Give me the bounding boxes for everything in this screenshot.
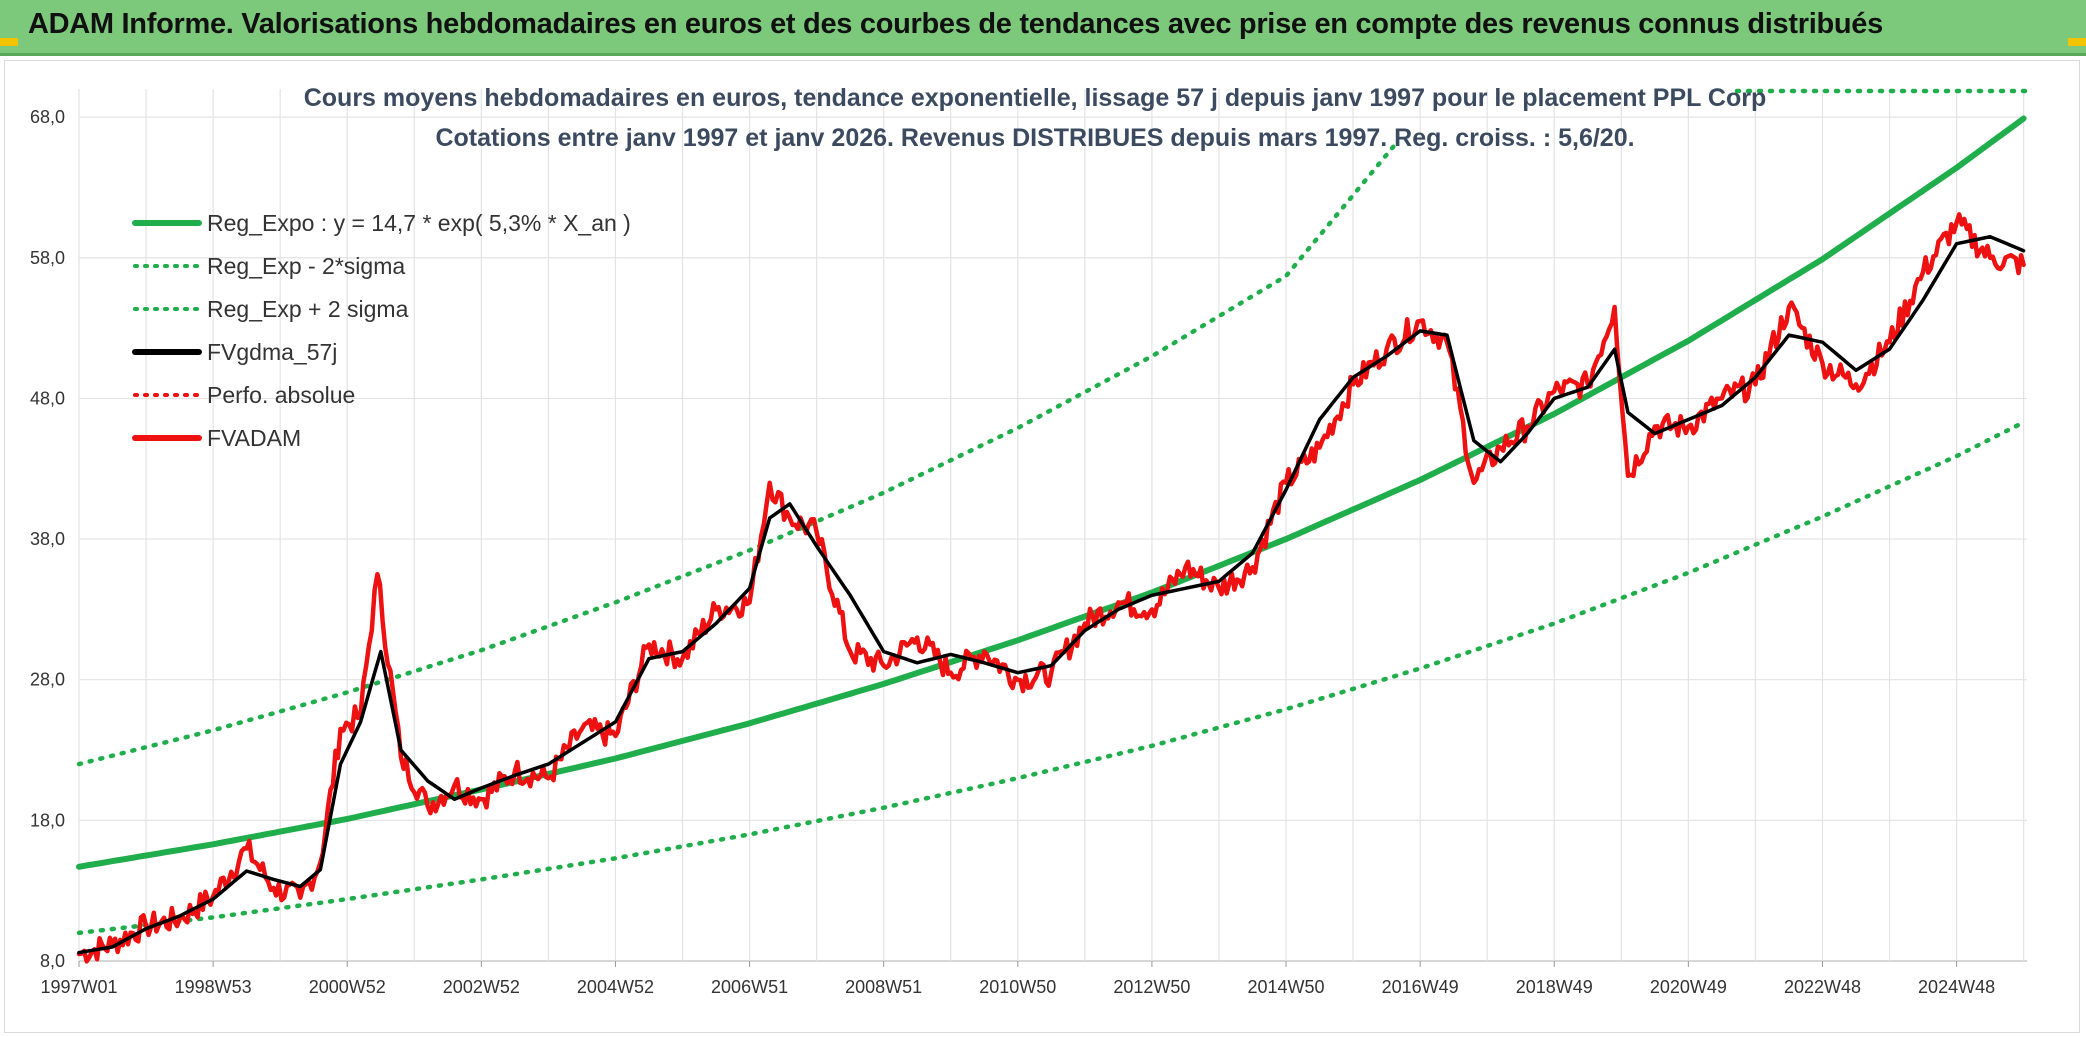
x-tick-label: 2008W51: [845, 977, 922, 997]
y-tick-label: 48,0: [30, 388, 65, 408]
legend-label: Reg_Exp - 2*sigma: [207, 253, 405, 279]
x-tick-label: 2016W49: [1382, 977, 1459, 997]
chart-subtitle: Cotations entre janv 1997 et janv 2026. …: [435, 124, 1634, 152]
series-line-3: [76, 144, 1396, 767]
y-tick-label: 18,0: [30, 810, 65, 830]
x-tick-label: 2020W49: [1650, 977, 1727, 997]
x-tick-label: 1998W53: [175, 977, 252, 997]
x-tick-label: 2004W52: [577, 977, 654, 997]
legend-label: Reg_Expo : y = 14,7 * exp( 5,3% * X_an ): [207, 210, 631, 236]
legend-label: Reg_Exp + 2 sigma: [207, 296, 409, 322]
chart-title: Cours moyens hebdomadaires en euros, ten…: [304, 84, 1767, 112]
legend-label: FVgdma_57j: [207, 339, 337, 365]
grid-layer: [78, 89, 2027, 962]
banner: ADAM Informe. Valorisations hebdomadaire…: [0, 0, 2086, 56]
series-line-4: [77, 234, 2026, 955]
legend-label: Perfo. absolue: [207, 382, 355, 408]
x-tick-label: 2002W52: [443, 977, 520, 997]
x-tick-label: 2000W52: [309, 977, 386, 997]
x-tick-label: 2012W50: [1113, 977, 1190, 997]
y-tick-label: 58,0: [30, 248, 65, 268]
chart-frame: 8,0 18,0 28,0 38,0 48,0 58,0 68,0 1997W01 1998W5…: [4, 60, 2080, 1033]
x-tick-label: 1997W01: [40, 977, 117, 997]
legend-label: FVADAM: [207, 425, 301, 451]
banner-corner-left: [0, 38, 18, 46]
banner-title: ADAM Informe. Valorisations hebdomadaire…: [28, 8, 1883, 40]
y-tick-label: 38,0: [30, 529, 65, 549]
x-tick-label: 2010W50: [979, 977, 1056, 997]
axis-layer: 8,0 18,0 28,0 38,0 48,0 58,0 68,0 1997W01 1998W5…: [30, 107, 1995, 997]
x-tick-label: 2024W48: [1918, 977, 1995, 997]
series-layer: [76, 88, 2030, 964]
x-tick-label: 2014W50: [1247, 977, 1324, 997]
y-tick-label: 28,0: [30, 670, 65, 690]
series-line-1: [76, 115, 2027, 870]
chart-svg: 8,0 18,0 28,0 38,0 48,0 58,0 68,0 1997W01 1998W5…: [30, 84, 2030, 997]
x-tick-label: 2018W49: [1516, 977, 1593, 997]
x-tick-label: 2006W51: [711, 977, 788, 997]
legend: Reg_Expo : y = 14,7 * exp( 5,3% * X_an )…: [132, 210, 631, 451]
x-tick-label: 2022W48: [1784, 977, 1861, 997]
y-tick-label: 68,0: [30, 107, 65, 127]
series-line-5: [76, 212, 2026, 964]
y-tick-label: 8,0: [40, 951, 65, 971]
banner-corner-right: [2068, 38, 2086, 46]
